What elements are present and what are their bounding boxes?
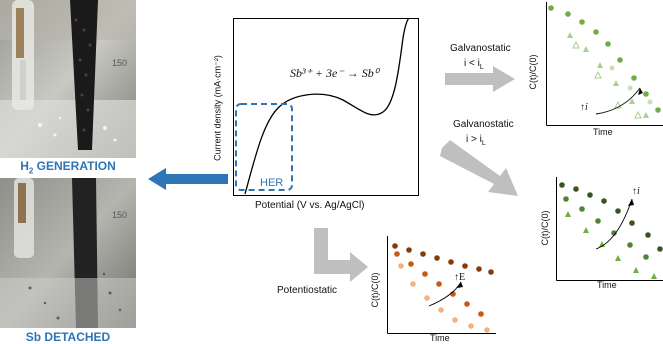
- mini-plot-galv-low: [546, 2, 663, 126]
- reaction-equation: Sb³⁺ + 3e⁻ → Sb⁰: [290, 66, 379, 80]
- galv-low-title: Galvanostatic: [450, 43, 511, 54]
- mini1-xlabel: Time: [593, 127, 613, 137]
- mini3-trend-label: ↑E: [454, 272, 466, 283]
- h2-generation-photo: 150: [0, 0, 136, 158]
- mini-plot-galv-high: [556, 177, 663, 281]
- potentiostatic-arrow: [314, 228, 368, 282]
- mini2-trend-arrow: [595, 198, 633, 250]
- galv-high-arrow: [440, 140, 518, 196]
- mini3-series-mid: [394, 251, 484, 317]
- main-plot-xlabel: Potential (V vs. Ag/AgCl): [255, 200, 365, 211]
- mini3-trend-arrow: [428, 281, 462, 307]
- polarization-curve: [244, 17, 410, 195]
- mini3-xlabel: Time: [430, 333, 450, 343]
- mini1-trend-label: ↑i: [580, 102, 588, 113]
- blue-left-arrow: [148, 168, 228, 190]
- mini3-series-light: [398, 263, 490, 333]
- mini2-series-dark: [559, 182, 663, 252]
- mini2-trend-label: ↑i: [632, 186, 640, 197]
- main-plot-ylabel: Current density (mA·cm⁻²): [212, 55, 223, 161]
- galv-low-condition: i < iL: [464, 58, 484, 71]
- her-label: HER: [260, 177, 284, 189]
- mini1-trend-arrow: [595, 87, 641, 115]
- her-region-box: [235, 103, 293, 191]
- mini2-xlabel: Time: [597, 280, 617, 290]
- mini1-series-dark: [548, 5, 661, 113]
- main-plot: [233, 17, 419, 196]
- galv-low-arrow: [445, 66, 515, 92]
- mini1-series-light: [572, 40, 642, 119]
- mini1-ylabel: C(t)/C(0): [528, 54, 538, 90]
- sb-detached-photo: 150: [0, 178, 136, 328]
- mini2-series-light: [565, 211, 657, 279]
- mini1-series-mid: [567, 32, 649, 118]
- mini3-ylabel: C(t)/C(0): [370, 272, 380, 308]
- ruler-mark: 150: [112, 58, 127, 68]
- sb-detached-label: Sb DETACHED: [25, 330, 111, 344]
- mini3-series-dark: [392, 243, 494, 275]
- galv-high-condition: i > iL: [466, 134, 486, 147]
- mini1-series-extra: [609, 65, 653, 105]
- galv-high-title: Galvanostatic: [453, 119, 514, 130]
- potentiostatic-label: Potentiostatic: [277, 285, 338, 296]
- mini2-series-mid: [563, 196, 649, 260]
- mini2-ylabel: C(t)/C(0): [540, 210, 550, 246]
- svg-text:150: 150: [112, 210, 127, 220]
- mini-plot-potentiostatic: [387, 236, 496, 334]
- h2-generation-label: H2 GENERATION: [20, 159, 116, 176]
